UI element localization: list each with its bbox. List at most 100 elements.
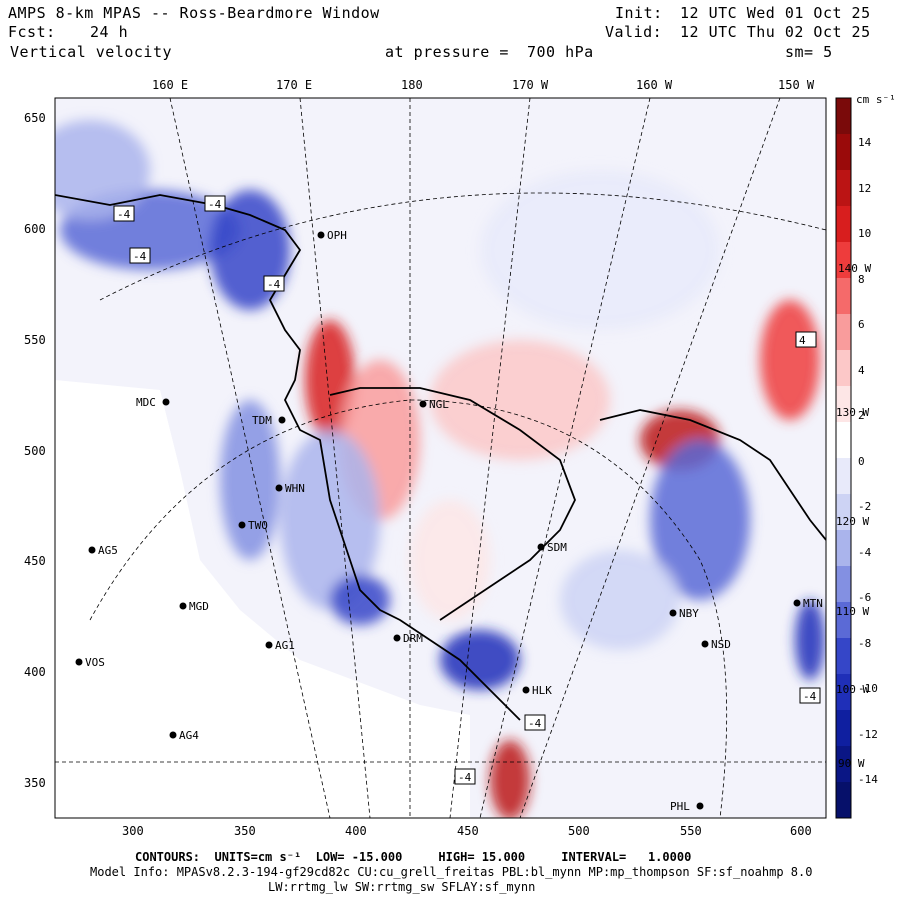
station-label: TWO: [248, 519, 268, 532]
forecast-hours: 24 h: [90, 23, 129, 41]
colorbar-tick-label: -12: [858, 727, 878, 741]
station-marker: [278, 416, 286, 424]
station-label: AG1: [275, 639, 295, 652]
station-marker: [265, 641, 273, 649]
colorbar-swatch: [836, 350, 851, 387]
station-label: OPH: [327, 229, 347, 242]
colorbar-tick-label: 10: [858, 227, 872, 240]
station-marker: [537, 543, 545, 551]
contour-label-box: [129, 247, 151, 264]
field-shading: [305, 320, 355, 440]
lefty-label: 500: [24, 444, 46, 458]
station-marker: [317, 231, 325, 239]
station-marker: [522, 686, 530, 694]
station-label: MGD: [189, 600, 209, 613]
contour-label: -4: [803, 690, 817, 703]
right-longitude-label: 130 W: [836, 406, 869, 419]
valid-time: 12 UTC Thu 02 Oct 25: [680, 23, 871, 41]
field-shading: [560, 550, 680, 650]
station-label: DRM: [403, 632, 423, 645]
colorbar-tick-label: 6: [858, 318, 865, 331]
colorbar-swatch: [836, 242, 851, 279]
station-marker: [75, 658, 83, 666]
map-title: AMPS 8-km MPAS -- Ross-Beardmore Window: [8, 4, 380, 22]
right-longitude-label: 100 W: [836, 683, 869, 696]
colorbar-swatch: [836, 386, 851, 423]
field-shading: [55, 120, 150, 220]
pressure-label: at pressure =: [385, 43, 509, 61]
field-shading: [280, 430, 380, 610]
lefty-label: 650: [24, 111, 46, 125]
botx-label: 350: [234, 824, 256, 838]
station-marker: [179, 602, 187, 610]
contour-label-box: [204, 195, 226, 212]
colorbar-swatch: [836, 458, 851, 495]
toplon-label: 180: [401, 78, 423, 92]
colorbar-tick-label: 2: [858, 409, 865, 422]
field-shading: [480, 170, 720, 330]
forecast-label: Fcst:: [8, 23, 56, 41]
toplon-label: 150 W: [778, 78, 815, 92]
field-name: Vertical velocity: [10, 43, 173, 61]
station-marker: [238, 521, 246, 529]
colorbar-swatch: [836, 494, 851, 531]
field-shading: [410, 500, 490, 620]
field-shading: [795, 600, 825, 680]
colorbar-tick-label: -2: [858, 500, 872, 513]
colorbar-tick-label: 0: [858, 454, 865, 468]
valid-label: Valid:: [605, 23, 663, 41]
contour-label-box: [454, 768, 476, 785]
toplon-label: 160 E: [152, 78, 189, 92]
contour-label: -4: [117, 208, 131, 221]
colorbar-swatch: [836, 638, 851, 675]
init-label: Init:: [615, 4, 663, 22]
coastline-east: [599, 409, 826, 541]
field-shading: [650, 440, 750, 600]
station-marker: [419, 400, 427, 408]
field-shading: [220, 400, 280, 560]
colorbar-tick-label: 8: [858, 272, 865, 286]
missing-data-region: [55, 380, 470, 818]
botx-label: 300: [122, 824, 144, 838]
field-shading: [760, 300, 820, 420]
contour-label: -4: [528, 717, 542, 730]
right-longitude-label: 90 W: [838, 757, 865, 770]
station-label: TDM: [252, 414, 272, 427]
contour-label: -4: [208, 198, 222, 211]
right-longitude-label: 110 W: [836, 605, 869, 618]
coastline: [55, 194, 521, 721]
colorbar-swatch: [836, 278, 851, 315]
station-label: NBY: [679, 607, 699, 620]
colorbar-tick-label: -4: [858, 545, 872, 559]
colorbar-swatch: [836, 674, 851, 711]
station-marker: [88, 546, 96, 554]
station-marker: [162, 398, 170, 406]
station-marker: [275, 484, 283, 492]
station-label: AG5: [98, 544, 118, 557]
contour-label: -4: [458, 771, 472, 784]
colorbar-tick-label: 4: [858, 363, 865, 377]
station-label: WHN: [285, 482, 305, 495]
colorbar-swatch: [836, 422, 851, 459]
contour-label: -4: [133, 250, 147, 263]
lefty-label: 450: [24, 554, 46, 568]
right-longitude-label: 140 W: [838, 262, 871, 275]
init-time: 12 UTC Wed 01 Oct 25: [680, 4, 871, 22]
colorbar-swatch: [836, 98, 851, 135]
colorbar-swatch: [836, 530, 851, 567]
station-marker: [393, 634, 401, 642]
contour-label-box: [795, 331, 817, 348]
lefty-label: 350: [24, 776, 46, 790]
contour-label: -4: [267, 278, 281, 291]
right-longitude-label: 120 W: [836, 515, 869, 528]
botx-label: 600: [790, 824, 812, 838]
colorbar-swatch: [836, 206, 851, 243]
toplon-label: 160 W: [636, 78, 673, 92]
station-label: MTN: [803, 597, 823, 610]
colorbar-tick-label: -6: [858, 591, 872, 604]
model-info-physics: LW:rrtmg_lw SW:rrtmg_sw SFLAY:sf_mynn: [268, 880, 536, 894]
colorbar-swatch: [836, 566, 851, 603]
station-marker: [793, 599, 801, 607]
station-label: NGL: [429, 398, 449, 411]
botx-label: 450: [457, 824, 479, 838]
